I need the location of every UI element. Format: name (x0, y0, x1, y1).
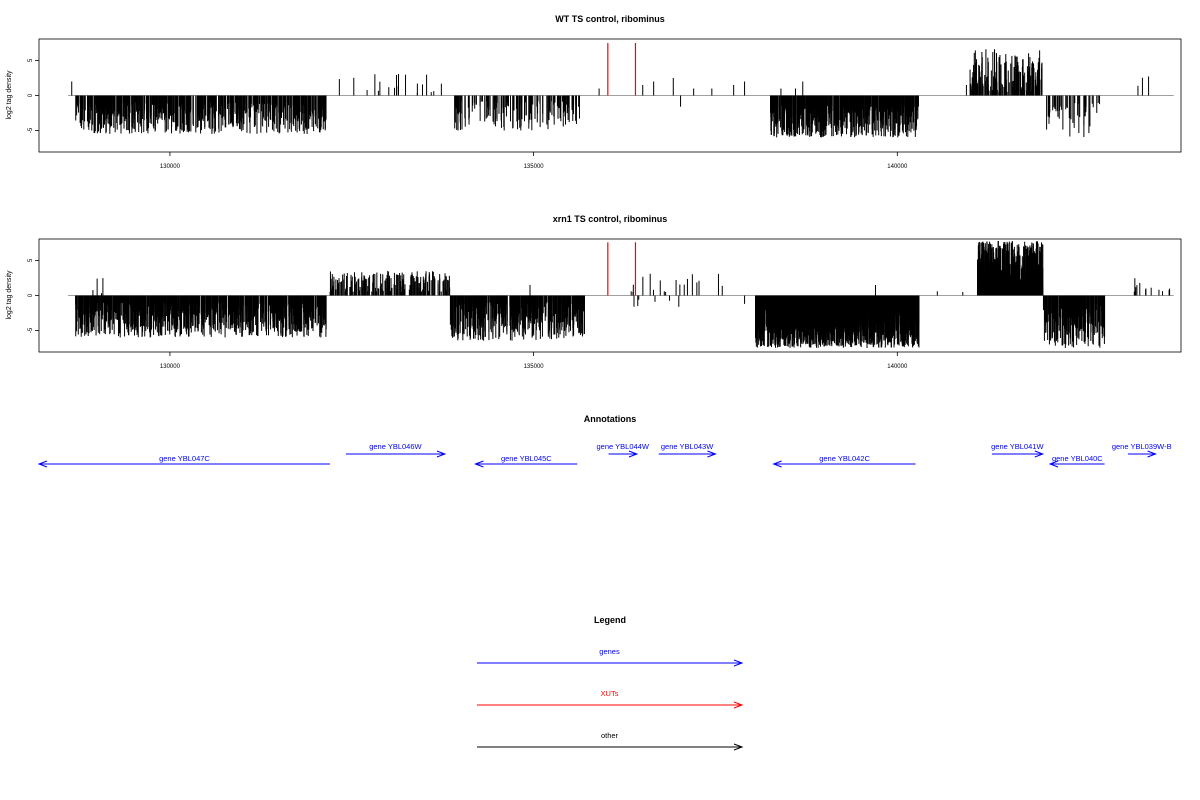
x-tick-label: 130000 (160, 164, 181, 170)
panel-wt: WT TS control, ribominus log2 tag densit… (6, 14, 1182, 170)
x-tick-label: 140000 (887, 164, 908, 170)
y-tick-label: -5 (28, 127, 34, 133)
panel-xrn1-title: xrn1 TS control, ribominus (553, 214, 668, 224)
x-tick-label: 135000 (524, 164, 545, 170)
panel-wt-axes: -5 0 5 130000 135000 140000 (28, 58, 908, 170)
panel-wt-bars (68, 43, 1174, 138)
y-tick-label: 0 (28, 93, 34, 97)
panel-xrn1-ylabel: log2 tag density (6, 270, 13, 320)
y-tick-label: 5 (28, 58, 34, 62)
panel-xrn1: xrn1 TS control, ribominus log2 tag dens… (6, 214, 1182, 370)
panel-wt-ylabel: log2 tag density (6, 70, 13, 120)
panel-wt-title: WT TS control, ribominus (555, 14, 665, 24)
panel-xrn1-bars (68, 240, 1174, 348)
